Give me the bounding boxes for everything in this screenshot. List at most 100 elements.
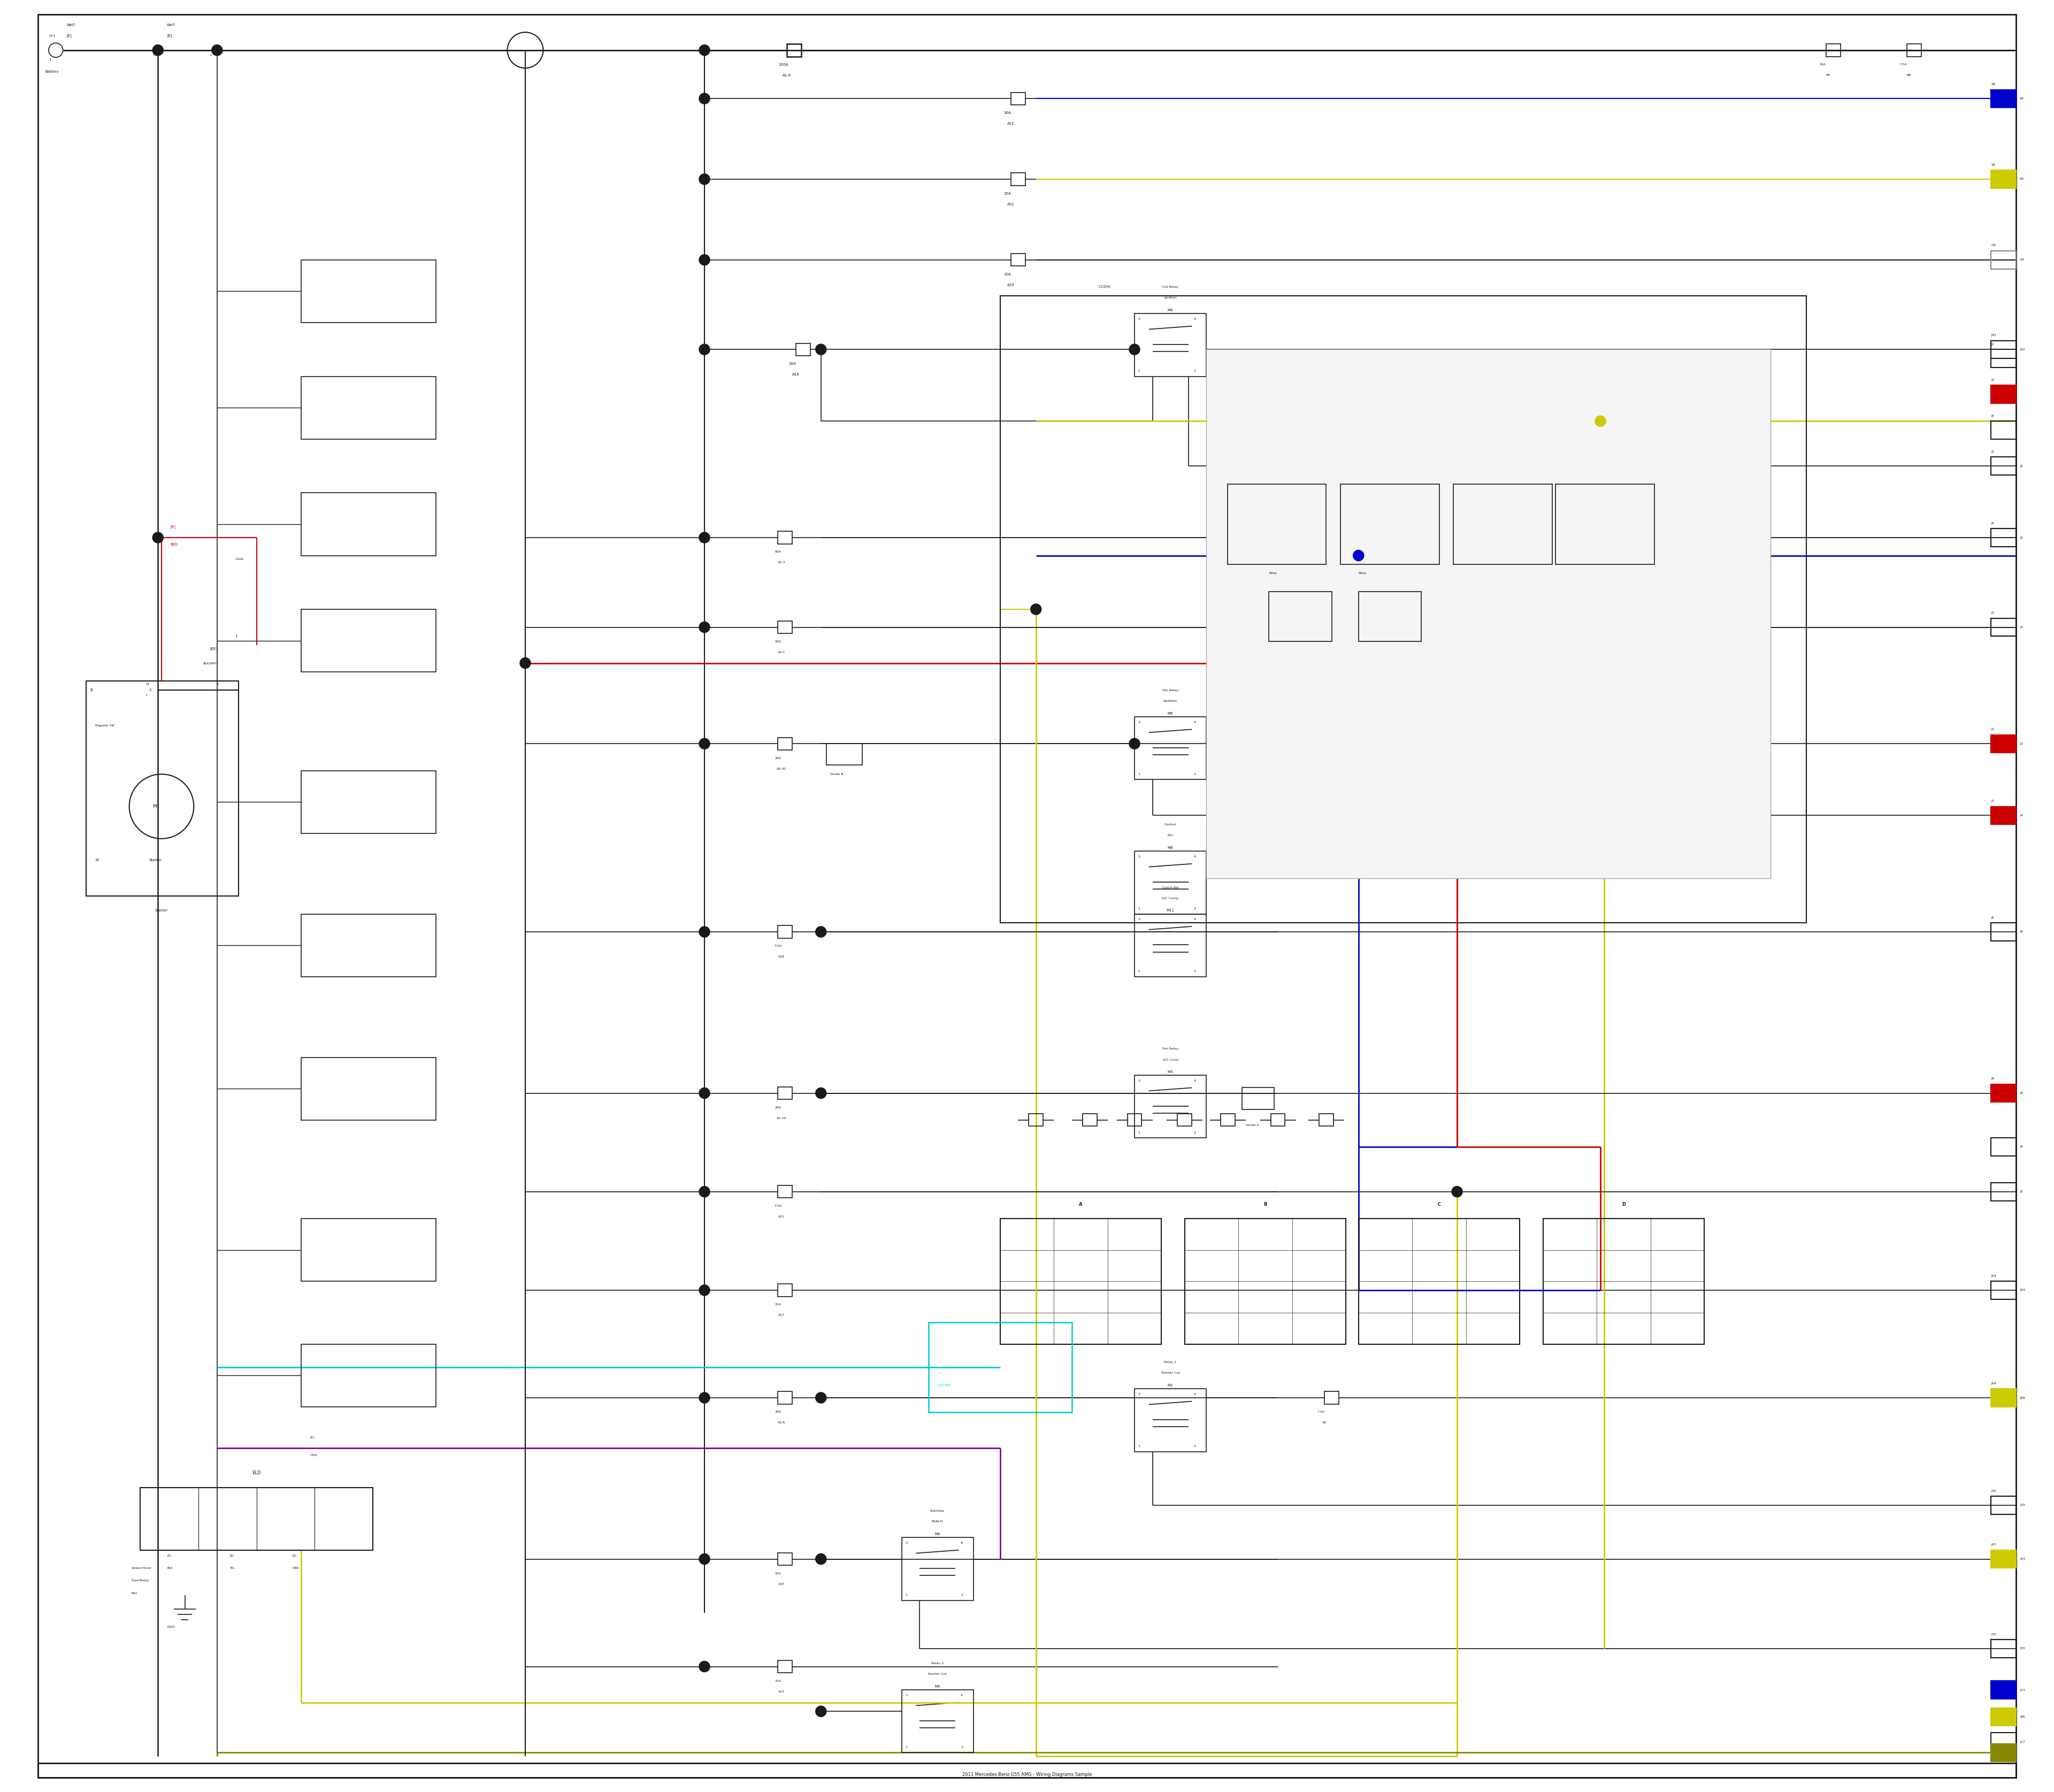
Circle shape	[815, 1392, 826, 1403]
Circle shape	[152, 45, 164, 56]
Bar	[1990, 806, 2017, 824]
Text: J70: J70	[2019, 1647, 2025, 1650]
Bar	[1134, 1075, 1206, 1138]
Text: 2: 2	[1193, 1131, 1195, 1134]
Text: 4: 4	[1193, 1079, 1195, 1082]
Bar	[302, 493, 435, 556]
Bar	[787, 43, 801, 56]
Bar	[1990, 806, 2017, 824]
Bar	[1243, 1088, 1273, 1109]
Bar	[140, 1487, 374, 1550]
Circle shape	[815, 1088, 826, 1098]
Text: J8: J8	[2019, 1145, 2023, 1149]
Bar	[1358, 591, 1421, 642]
Bar	[1990, 251, 2017, 269]
Circle shape	[1130, 738, 1140, 749]
Text: J6: J6	[1990, 916, 1994, 919]
Text: G9: G9	[1990, 244, 1996, 247]
Bar	[37, 1763, 2017, 1778]
Text: 1: 1	[1138, 907, 1140, 910]
Text: J54: J54	[2019, 1288, 2025, 1292]
Text: 60A: 60A	[774, 550, 781, 554]
Circle shape	[698, 1186, 711, 1197]
Text: WHT: WHT	[66, 23, 76, 27]
Circle shape	[698, 1554, 711, 1564]
Text: Starter: Starter	[150, 858, 162, 862]
Text: J70: J70	[1990, 1633, 1996, 1636]
Bar	[778, 925, 793, 939]
Text: Relay 2: Relay 2	[930, 1663, 943, 1665]
Text: 3: 3	[1138, 1392, 1140, 1396]
Text: A2-3: A2-3	[778, 561, 785, 564]
Bar	[1134, 1389, 1206, 1452]
Text: [E]: [E]	[166, 1554, 170, 1557]
Bar	[302, 1219, 435, 1281]
Bar	[1000, 296, 1805, 923]
Bar	[778, 1186, 793, 1199]
Bar	[1228, 484, 1327, 564]
Text: Battery: Battery	[45, 70, 60, 73]
Bar	[1990, 90, 2017, 108]
Text: M: M	[94, 858, 99, 862]
Bar	[302, 1344, 435, 1407]
Circle shape	[698, 45, 711, 56]
Text: C406: C406	[234, 557, 244, 561]
Text: J42: J42	[1990, 333, 1996, 337]
Text: Fan Relay: Fan Relay	[1163, 690, 1179, 692]
Circle shape	[520, 658, 530, 668]
Bar	[1990, 1708, 2017, 1726]
Text: B5: B5	[1826, 73, 1830, 77]
Text: 3: 3	[1138, 720, 1140, 724]
Bar	[1271, 1113, 1286, 1127]
Text: J2: J2	[2019, 1190, 2023, 1193]
Bar	[1990, 385, 2017, 403]
Text: Radiator: Radiator	[1163, 701, 1177, 702]
Circle shape	[815, 1554, 826, 1564]
Text: A13: A13	[778, 1690, 785, 1693]
Text: Box: Box	[131, 1591, 138, 1595]
Text: A2-41: A2-41	[776, 767, 787, 771]
Text: 15A: 15A	[774, 1303, 781, 1306]
Text: Diode B: Diode B	[830, 772, 842, 776]
Text: 2: 2	[1193, 969, 1195, 973]
Text: [E]: [E]	[292, 1554, 296, 1557]
Bar	[302, 376, 435, 439]
Text: G001: G001	[166, 1625, 177, 1629]
Text: 1: 1	[1138, 1131, 1140, 1134]
Text: 16A: 16A	[1004, 111, 1011, 115]
Bar	[1990, 421, 2017, 439]
Bar	[1990, 170, 2017, 188]
Bar	[778, 1283, 793, 1297]
Bar	[302, 609, 435, 672]
Text: A/C Comp: A/C Comp	[1163, 898, 1179, 900]
Bar	[1990, 1138, 2017, 1156]
Text: Starter Cut: Starter Cut	[928, 1674, 947, 1676]
Text: BLK: BLK	[166, 1566, 173, 1570]
Text: [E]: [E]	[230, 1554, 234, 1557]
Text: 1: 1	[1138, 1444, 1140, 1448]
Bar	[1220, 394, 1580, 609]
Bar	[778, 1659, 793, 1674]
Text: 20A: 20A	[774, 756, 781, 760]
Bar	[1134, 314, 1206, 376]
Text: J2: J2	[1990, 450, 1994, 453]
Text: WHT: WHT	[166, 23, 177, 27]
Text: Fan: Fan	[1167, 835, 1173, 837]
Text: 3: 3	[1138, 317, 1140, 321]
Text: J69: J69	[2019, 1396, 2025, 1400]
Bar	[1990, 251, 2017, 269]
Circle shape	[698, 926, 711, 937]
Circle shape	[152, 532, 164, 543]
Bar	[1990, 340, 2017, 358]
Text: 4: 4	[1193, 317, 1195, 321]
Text: [E]: [E]	[310, 1435, 314, 1439]
Text: M9: M9	[1167, 711, 1173, 715]
Bar	[1990, 170, 2017, 188]
Bar	[1000, 1219, 1161, 1344]
Text: 2011 Mercedes-Benz G55 AMG - Wiring Diagrams Sample: 2011 Mercedes-Benz G55 AMG - Wiring Diag…	[961, 1772, 1093, 1778]
Text: A21: A21	[1006, 122, 1015, 125]
Bar	[302, 771, 435, 833]
Text: 1: 1	[906, 1745, 908, 1749]
Text: [E]: [E]	[166, 34, 173, 38]
Circle shape	[698, 1661, 711, 1672]
